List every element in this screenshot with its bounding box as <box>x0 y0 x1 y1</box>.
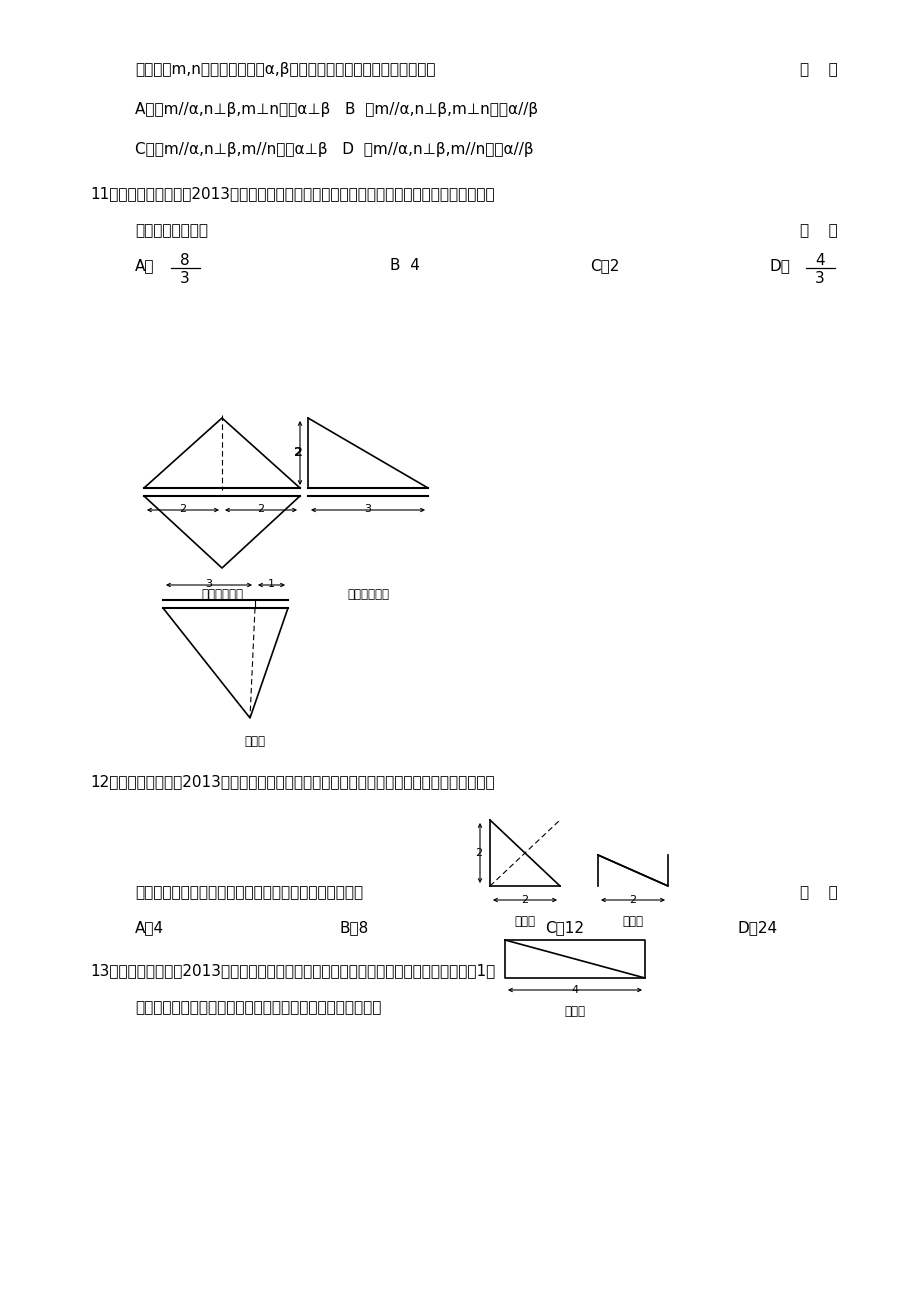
Text: 1: 1 <box>267 579 274 589</box>
Text: 11．（北京市石景山区2013届高三上学期期末考试数学文试题）某三棱锥的三视图如图所示，: 11．（北京市石景山区2013届高三上学期期末考试数学文试题）某三棱锥的三视图如… <box>90 186 494 201</box>
Text: A．4: A．4 <box>135 921 164 935</box>
Text: 左视图: 左视图 <box>622 915 642 928</box>
Text: 正（主）视图: 正（主）视图 <box>200 589 243 602</box>
Text: D．: D． <box>769 258 790 273</box>
Text: 2: 2 <box>257 504 265 514</box>
Text: 4: 4 <box>814 253 824 268</box>
Text: 俯视图: 俯视图 <box>564 1005 584 1018</box>
Text: 3: 3 <box>180 271 189 286</box>
Text: 3: 3 <box>814 271 824 286</box>
Text: 2: 2 <box>629 894 636 905</box>
Text: 4: 4 <box>571 986 578 995</box>
Text: 侧（左）视图: 侧（左）视图 <box>346 589 389 602</box>
Text: D．24: D．24 <box>737 921 777 935</box>
Text: C．12: C．12 <box>544 921 584 935</box>
Text: 12．（北京市昌平区2013届高三上学期期末考试数学文试题）已知一个空间几何体的三视图如: 12．（北京市昌平区2013届高三上学期期末考试数学文试题）已知一个空间几何体的… <box>90 773 494 789</box>
Text: 俯视图: 俯视图 <box>244 736 266 749</box>
Text: 3: 3 <box>205 579 212 589</box>
Text: B．8: B．8 <box>340 921 369 935</box>
Text: 2: 2 <box>474 848 482 858</box>
Text: 该三棱锥的体积是: 该三棱锥的体积是 <box>135 223 208 238</box>
Text: 3: 3 <box>364 504 371 514</box>
Text: C．若m//α,n⊥β,m//n，则α⊥β   D  若m//α,n⊥β,m//n，则α//β: C．若m//α,n⊥β,m//n，则α⊥β D 若m//α,n⊥β,m//n，则… <box>135 142 533 158</box>
Text: 主视图: 主视图 <box>514 915 535 928</box>
Text: A．若m//α,n⊥β,m⊥n，则α⊥β   B  若m//α,n⊥β,m⊥n，则α//β: A．若m//α,n⊥β,m⊥n，则α⊥β B 若m//α,n⊥β,m⊥n，则α/… <box>135 102 538 117</box>
Text: C．2: C．2 <box>589 258 618 273</box>
Text: 正三角形，其正视图与俯视图如图所示，则其侧视图的面积为: 正三角形，其正视图与俯视图如图所示，则其侧视图的面积为 <box>135 1000 381 1016</box>
Text: 试题）设m,n是不同的直线，α,β是不同的平面，下列命题中正确的是: 试题）设m,n是不同的直线，α,β是不同的平面，下列命题中正确的是 <box>135 62 435 77</box>
Text: 图所示，根据图中标出的尺寸，可得这个几何体的体积为: 图所示，根据图中标出的尺寸，可得这个几何体的体积为 <box>135 885 363 900</box>
Text: 2: 2 <box>179 504 187 514</box>
Text: B  4: B 4 <box>390 258 419 273</box>
Text: （    ）: （ ） <box>800 62 837 77</box>
Text: A．: A． <box>135 258 154 273</box>
Text: 2: 2 <box>521 894 528 905</box>
Text: （    ）: （ ） <box>800 223 837 238</box>
Text: 8: 8 <box>180 253 189 268</box>
Text: 13．（北京市朝阳区2013届高三上学期期末考试数学文试题）已知三棱锥的底面是边长为1的: 13．（北京市朝阳区2013届高三上学期期末考试数学文试题）已知三棱锥的底面是边… <box>90 963 494 978</box>
Text: 2: 2 <box>294 447 302 460</box>
Text: （    ）: （ ） <box>800 885 837 900</box>
